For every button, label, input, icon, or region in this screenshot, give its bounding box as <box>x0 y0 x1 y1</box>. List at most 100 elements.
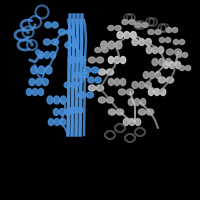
Ellipse shape <box>172 27 178 32</box>
Ellipse shape <box>130 31 136 38</box>
Ellipse shape <box>129 20 135 24</box>
Ellipse shape <box>29 78 35 86</box>
Ellipse shape <box>185 66 191 71</box>
Ellipse shape <box>145 82 151 88</box>
Ellipse shape <box>38 66 45 74</box>
Ellipse shape <box>78 92 86 98</box>
Ellipse shape <box>134 98 140 106</box>
Ellipse shape <box>31 66 37 74</box>
Ellipse shape <box>152 46 158 53</box>
Ellipse shape <box>169 62 175 68</box>
Ellipse shape <box>129 118 135 126</box>
Ellipse shape <box>143 72 149 78</box>
Ellipse shape <box>42 78 48 86</box>
Ellipse shape <box>60 96 66 104</box>
Ellipse shape <box>72 82 78 88</box>
Ellipse shape <box>120 78 126 86</box>
Ellipse shape <box>174 49 182 55</box>
Ellipse shape <box>45 66 52 74</box>
Ellipse shape <box>122 20 128 24</box>
Ellipse shape <box>116 109 124 115</box>
Ellipse shape <box>50 51 56 58</box>
Ellipse shape <box>115 41 122 49</box>
Ellipse shape <box>38 51 44 58</box>
Ellipse shape <box>115 25 121 30</box>
Ellipse shape <box>155 72 161 78</box>
Ellipse shape <box>45 22 51 28</box>
Ellipse shape <box>148 29 154 34</box>
Ellipse shape <box>145 38 151 46</box>
Ellipse shape <box>173 40 179 45</box>
Ellipse shape <box>163 62 169 68</box>
Ellipse shape <box>140 98 146 106</box>
Ellipse shape <box>142 22 148 27</box>
Ellipse shape <box>102 47 108 52</box>
Ellipse shape <box>152 58 158 66</box>
Ellipse shape <box>176 52 182 58</box>
Ellipse shape <box>132 82 138 88</box>
Ellipse shape <box>179 40 185 45</box>
Ellipse shape <box>154 88 160 96</box>
Ellipse shape <box>182 52 188 58</box>
Ellipse shape <box>158 77 166 83</box>
Ellipse shape <box>179 66 185 71</box>
Ellipse shape <box>26 88 32 96</box>
Ellipse shape <box>66 29 74 35</box>
Ellipse shape <box>139 38 145 46</box>
Ellipse shape <box>108 25 114 30</box>
Ellipse shape <box>53 108 59 116</box>
Ellipse shape <box>59 108 65 116</box>
Ellipse shape <box>166 27 172 32</box>
Ellipse shape <box>44 51 50 58</box>
Ellipse shape <box>60 118 66 126</box>
Ellipse shape <box>123 118 129 126</box>
Ellipse shape <box>80 56 86 64</box>
Ellipse shape <box>114 56 120 64</box>
Ellipse shape <box>43 39 51 45</box>
Ellipse shape <box>135 22 141 27</box>
Ellipse shape <box>120 56 126 64</box>
Ellipse shape <box>54 118 60 126</box>
Ellipse shape <box>98 97 106 103</box>
Ellipse shape <box>47 96 53 104</box>
Ellipse shape <box>166 77 174 83</box>
Ellipse shape <box>88 57 96 63</box>
Ellipse shape <box>68 56 74 64</box>
Ellipse shape <box>86 92 94 98</box>
Ellipse shape <box>160 88 166 96</box>
Ellipse shape <box>88 77 94 83</box>
Ellipse shape <box>146 109 154 115</box>
Ellipse shape <box>91 67 99 73</box>
Ellipse shape <box>72 42 78 48</box>
Ellipse shape <box>106 97 114 103</box>
Ellipse shape <box>124 31 130 38</box>
Ellipse shape <box>77 107 83 113</box>
Ellipse shape <box>88 85 96 91</box>
Ellipse shape <box>32 88 38 96</box>
Ellipse shape <box>95 47 101 52</box>
Ellipse shape <box>73 72 81 78</box>
Ellipse shape <box>108 41 115 49</box>
Ellipse shape <box>96 57 104 63</box>
Ellipse shape <box>138 109 146 115</box>
Ellipse shape <box>96 85 104 91</box>
Ellipse shape <box>135 118 141 126</box>
Ellipse shape <box>108 78 114 86</box>
Ellipse shape <box>106 69 114 75</box>
Ellipse shape <box>175 62 181 68</box>
Ellipse shape <box>74 56 80 64</box>
Ellipse shape <box>52 22 58 28</box>
Ellipse shape <box>70 107 76 113</box>
Ellipse shape <box>64 82 71 88</box>
Ellipse shape <box>139 82 145 88</box>
Ellipse shape <box>58 29 66 35</box>
Ellipse shape <box>98 69 106 75</box>
Ellipse shape <box>159 58 165 66</box>
Ellipse shape <box>165 58 171 66</box>
Ellipse shape <box>114 78 120 86</box>
Ellipse shape <box>65 108 71 116</box>
Ellipse shape <box>108 109 116 115</box>
Ellipse shape <box>48 118 54 126</box>
Ellipse shape <box>65 42 71 48</box>
Ellipse shape <box>158 46 164 53</box>
